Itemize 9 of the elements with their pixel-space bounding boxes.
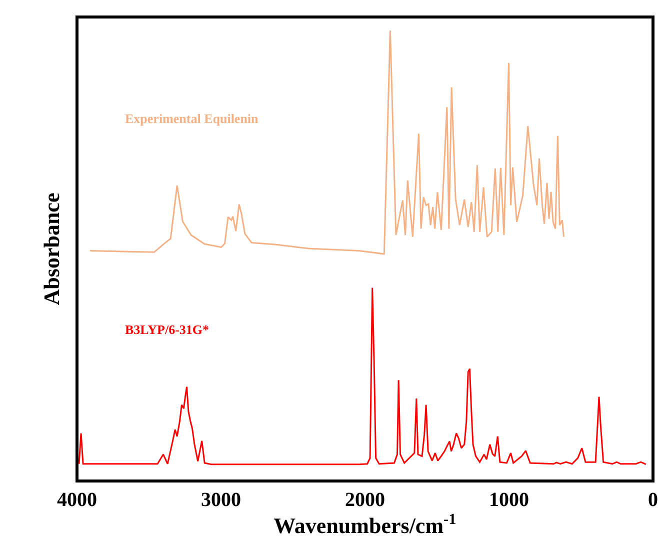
y-axis-title: Absorbance — [38, 192, 64, 306]
x-tick-label: 2000 — [345, 489, 385, 511]
x-tick-label: 3000 — [201, 489, 241, 511]
text: B3LYP/6-31G* — [125, 322, 210, 337]
x-tick-label: 1000 — [489, 489, 529, 511]
x-tick-label: 0 — [648, 489, 658, 511]
text: Experimental Equilenin — [125, 111, 260, 126]
x-axis-title: Wavenumbers/cm$^{-1}$ — [274, 511, 456, 538]
x-tick-label: 4000 — [57, 489, 97, 511]
